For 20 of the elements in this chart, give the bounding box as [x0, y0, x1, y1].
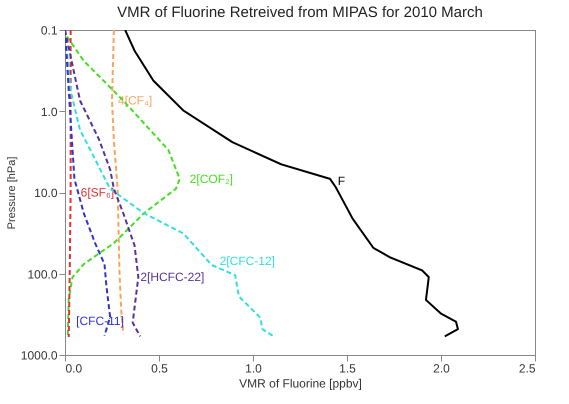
x-tick-label: 2.5 — [518, 362, 536, 376]
chart-title: VMR of Fluorine Retreived from MIPAS for 2010 March — [117, 4, 483, 21]
x-axis-title: VMR of Fluorine [ppbv] — [239, 376, 362, 390]
y-tick-label: 1000.0 — [20, 348, 58, 362]
x-tick-label: 2.0 — [433, 362, 450, 376]
y-tick-label: 10.0 — [34, 186, 58, 200]
series-label: 2[COF₂] — [190, 172, 234, 186]
y-axis-title: Pressure [hPa] — [6, 156, 18, 230]
series-label: 2[CFC-12] — [220, 254, 275, 268]
y-tick-label: 100.0 — [27, 267, 58, 282]
x-tick-label: 1.5 — [339, 362, 356, 376]
y-tick-label: 1.0 — [40, 104, 58, 119]
line-series — [68, 30, 72, 338]
x-tick-label: 0.5 — [151, 362, 168, 376]
series-label: 2[HCFC-22] — [140, 270, 204, 284]
x-tick-label: 0.0 — [66, 362, 83, 376]
x-tick-label: 1.0 — [245, 362, 262, 376]
y-tick-label: 0.1 — [40, 24, 58, 38]
series-label: 6[SF₆] — [80, 186, 114, 200]
series-label: F — [338, 174, 346, 188]
